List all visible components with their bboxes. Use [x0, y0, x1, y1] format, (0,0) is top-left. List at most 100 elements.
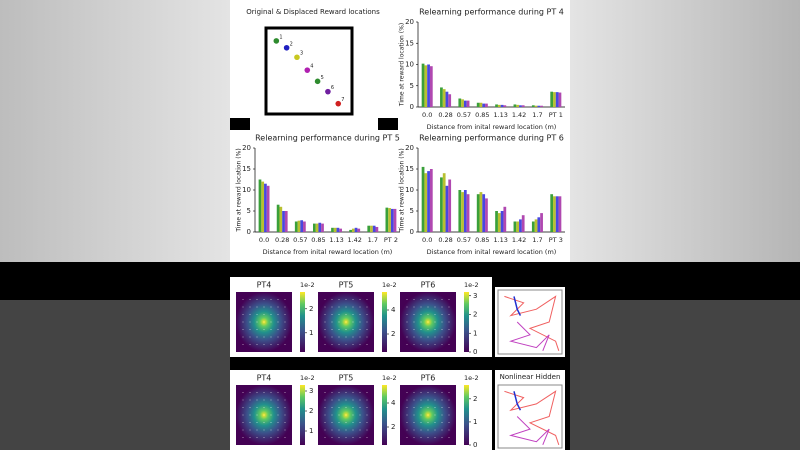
vector-dot: [277, 336, 279, 338]
vector-dot: [263, 422, 265, 423]
bar: [516, 104, 520, 107]
vector-dot: [352, 314, 354, 315]
vector-dot: [441, 407, 443, 408]
vector-dot: [338, 306, 340, 308]
vector-dot: [263, 306, 265, 308]
vector-dot: [249, 344, 251, 345]
bar: [445, 185, 449, 232]
bar: [427, 64, 430, 107]
y-tick-label: 10: [242, 186, 251, 194]
bar: [367, 225, 371, 232]
vector-dot: [263, 299, 265, 300]
vector-dot: [359, 399, 361, 401]
bar: [349, 229, 352, 232]
x-tick-label: 0.85: [311, 236, 325, 244]
bar: [372, 225, 376, 232]
vector-dot: [366, 344, 368, 345]
vector-dot: [427, 314, 429, 315]
vector-dot: [434, 399, 436, 401]
vector-dot: [434, 299, 436, 300]
colorbar: [382, 292, 387, 352]
vector-dot: [331, 344, 333, 345]
vector-dot: [406, 336, 408, 338]
vector-dot: [420, 329, 422, 330]
bar: [424, 173, 428, 232]
vector-dot: [406, 314, 408, 315]
vector-dot: [331, 299, 333, 300]
vector-dot: [331, 407, 333, 408]
vector-dot: [413, 329, 415, 330]
vector-dot: [256, 299, 258, 300]
vector-dot: [249, 299, 251, 300]
vector-dot: [324, 329, 326, 330]
bar: [531, 105, 535, 107]
crop-mark: [230, 118, 250, 130]
vector-dot: [277, 422, 279, 423]
reward-point: [304, 67, 311, 73]
vector-dot: [434, 414, 436, 416]
bar: [476, 194, 480, 232]
vector-dot: [427, 392, 429, 393]
vector-dot: [352, 414, 354, 416]
vector-dot: [352, 306, 354, 308]
bar: [555, 92, 559, 107]
vector-dot: [345, 399, 347, 401]
vector-dot: [270, 314, 272, 315]
bar: [553, 92, 556, 107]
vector-dot: [359, 429, 361, 431]
reward-point: [325, 88, 331, 95]
vector-dot: [427, 407, 429, 408]
bar: [540, 213, 543, 232]
vector-dot: [242, 299, 244, 300]
colorbar-tick-label: 1: [473, 329, 477, 337]
x-axis-label: Distance from inital reward location (m): [427, 248, 557, 256]
x-tick-label: 0.28: [438, 111, 452, 119]
vector-dot: [427, 344, 429, 345]
vector-dot: [352, 321, 354, 323]
chart-title: Relearning performance during PT 6: [419, 134, 564, 143]
colorbar-scale: 1e-2: [464, 374, 479, 382]
bar: [258, 179, 262, 232]
blur-right: [570, 0, 800, 262]
chart-title: PT4: [257, 281, 272, 290]
bar: [503, 206, 507, 232]
vector-dot: [413, 336, 415, 338]
bar: [264, 183, 267, 232]
vector-dot: [284, 422, 286, 423]
vector-dot: [434, 329, 436, 330]
vector-dot: [413, 422, 415, 423]
vector-dot: [284, 329, 286, 330]
vector-dot: [352, 422, 354, 423]
vector-dot: [338, 414, 340, 416]
vector-dot: [331, 414, 333, 416]
y-tick-label: 20: [405, 18, 414, 26]
vector-dot: [406, 321, 408, 323]
x-tick-label: 0.28: [275, 236, 289, 244]
vector-dot: [448, 344, 450, 345]
x-tick-label: PT 1: [549, 111, 563, 119]
vector-dot: [242, 329, 244, 330]
vector-dot: [359, 422, 361, 423]
chart-title: PT5: [339, 281, 354, 290]
vector-dot: [242, 336, 244, 338]
vector-dot: [270, 429, 272, 431]
vector-dot: [345, 299, 347, 300]
colorbar-tick-label: 0: [473, 441, 477, 449]
vector-dot: [441, 429, 443, 431]
point-label: 6: [331, 85, 334, 91]
vector-dot: [359, 437, 361, 438]
bar: [448, 94, 452, 107]
bar: [553, 196, 556, 232]
path-blue: [513, 296, 522, 316]
bar: [485, 198, 488, 232]
vector-dot: [366, 299, 368, 300]
vector-dot: [366, 399, 368, 401]
bar: [485, 103, 488, 107]
bar: [519, 219, 522, 232]
vector-dot: [249, 336, 251, 338]
vector-dot: [256, 407, 258, 408]
vector-dot: [441, 344, 443, 345]
vector-dot: [441, 321, 443, 323]
vector-dot: [434, 344, 436, 345]
x-tick-label: 0.57: [457, 111, 471, 119]
